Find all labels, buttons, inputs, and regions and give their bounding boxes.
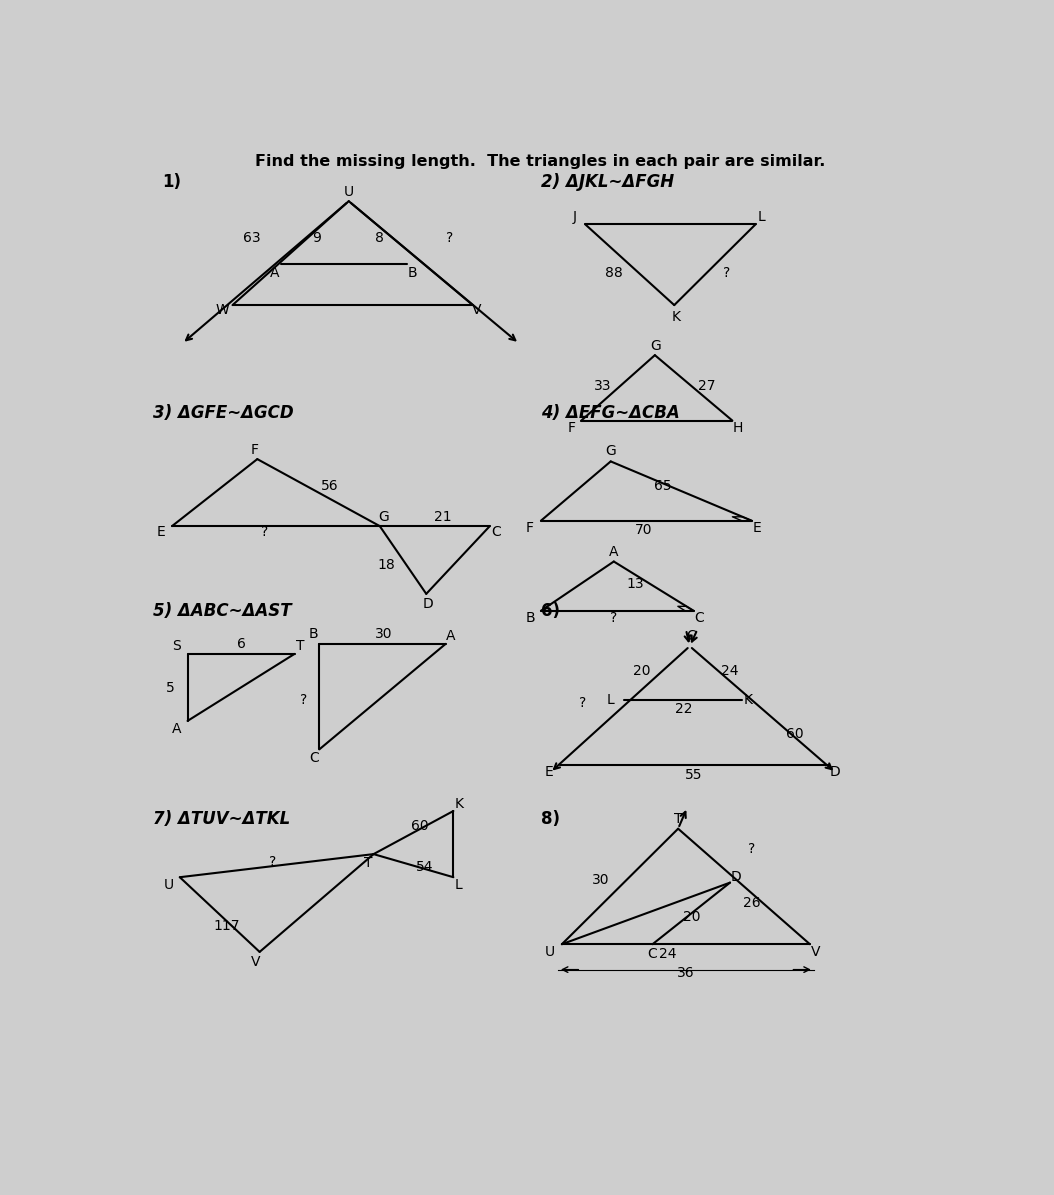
- Text: ?: ?: [748, 842, 756, 857]
- Text: V: V: [811, 945, 820, 958]
- Text: 20: 20: [633, 664, 650, 678]
- Text: L: L: [455, 878, 463, 891]
- Text: ?: ?: [723, 265, 730, 280]
- Text: 3) ΔGFE∼ΔGCD: 3) ΔGFE∼ΔGCD: [154, 404, 294, 422]
- Text: C: C: [647, 948, 658, 961]
- Text: B: B: [309, 627, 318, 641]
- Text: K: K: [743, 693, 753, 707]
- Text: 26: 26: [743, 896, 761, 911]
- Text: D: D: [730, 870, 742, 884]
- Text: J: J: [573, 209, 577, 223]
- Text: 117: 117: [213, 919, 239, 933]
- Text: W: W: [216, 304, 230, 318]
- Text: 21: 21: [434, 510, 452, 523]
- Text: L: L: [758, 209, 765, 223]
- Text: 6): 6): [541, 602, 560, 620]
- Text: 9: 9: [312, 231, 320, 245]
- Text: 13: 13: [627, 577, 644, 590]
- Text: 56: 56: [320, 479, 338, 494]
- Text: V: V: [472, 304, 482, 318]
- Text: 60: 60: [411, 820, 429, 833]
- Text: ?: ?: [269, 854, 276, 869]
- Text: G: G: [650, 339, 661, 353]
- Text: 7) ΔTUV∼ΔTKL: 7) ΔTUV∼ΔTKL: [154, 810, 291, 828]
- Text: 5: 5: [167, 681, 175, 694]
- Text: 1): 1): [162, 173, 181, 191]
- Text: 63: 63: [243, 231, 260, 245]
- Text: 6: 6: [237, 637, 247, 651]
- Text: 70: 70: [635, 523, 652, 537]
- Text: C: C: [309, 750, 318, 765]
- Text: 18: 18: [377, 558, 395, 572]
- Text: 30: 30: [375, 627, 392, 641]
- Text: F: F: [568, 422, 575, 435]
- Text: D: D: [423, 596, 433, 611]
- Text: C: C: [695, 612, 704, 625]
- Text: ?: ?: [610, 612, 618, 625]
- Text: 2) ΔJKL∼ΔFGH: 2) ΔJKL∼ΔFGH: [541, 173, 675, 191]
- Text: 5) ΔABC∼ΔAST: 5) ΔABC∼ΔAST: [154, 602, 292, 620]
- Text: D: D: [831, 766, 841, 779]
- Text: V: V: [251, 955, 260, 969]
- Text: U: U: [344, 185, 354, 198]
- Text: B: B: [525, 612, 535, 625]
- Text: C: C: [686, 630, 697, 643]
- Text: 33: 33: [594, 379, 611, 393]
- Text: U: U: [545, 945, 555, 958]
- Text: E: E: [753, 521, 762, 534]
- Text: T: T: [296, 639, 305, 654]
- Text: 22: 22: [675, 703, 692, 716]
- Text: F: F: [250, 443, 258, 456]
- Text: E: E: [157, 526, 165, 539]
- Text: 8): 8): [541, 810, 560, 828]
- Text: L: L: [607, 693, 614, 707]
- Text: 55: 55: [685, 768, 702, 782]
- Text: A: A: [172, 722, 181, 736]
- Text: 8: 8: [375, 231, 385, 245]
- Text: G: G: [378, 510, 389, 523]
- Text: 88: 88: [605, 265, 623, 280]
- Text: 24: 24: [721, 664, 739, 678]
- Text: A: A: [270, 265, 279, 280]
- Text: 54: 54: [416, 860, 433, 875]
- Text: 24: 24: [660, 948, 677, 961]
- Text: 60: 60: [785, 727, 803, 741]
- Text: B: B: [408, 265, 417, 280]
- Text: 36: 36: [677, 966, 695, 980]
- Text: F: F: [526, 521, 534, 534]
- Text: K: K: [454, 797, 464, 811]
- Text: ?: ?: [300, 693, 308, 707]
- Text: H: H: [733, 422, 743, 435]
- Text: E: E: [544, 766, 553, 779]
- Text: ?: ?: [446, 231, 453, 245]
- Text: T: T: [364, 857, 372, 870]
- Text: 27: 27: [698, 379, 716, 393]
- Text: G: G: [605, 445, 617, 459]
- Text: S: S: [172, 639, 181, 654]
- Text: A: A: [609, 545, 619, 558]
- Text: T: T: [674, 811, 682, 826]
- Text: C: C: [491, 526, 501, 539]
- Text: K: K: [671, 310, 680, 324]
- Text: 4) ΔEFG∼ΔCBA: 4) ΔEFG∼ΔCBA: [541, 404, 680, 422]
- Text: Find the missing length.  The triangles in each pair are similar.: Find the missing length. The triangles i…: [255, 154, 825, 168]
- Text: ?: ?: [261, 526, 269, 539]
- Text: 65: 65: [653, 479, 671, 494]
- Text: 30: 30: [592, 874, 609, 888]
- Text: U: U: [163, 878, 174, 891]
- Text: A: A: [446, 630, 455, 643]
- Text: ?: ?: [580, 697, 586, 710]
- Text: 20: 20: [683, 911, 700, 924]
